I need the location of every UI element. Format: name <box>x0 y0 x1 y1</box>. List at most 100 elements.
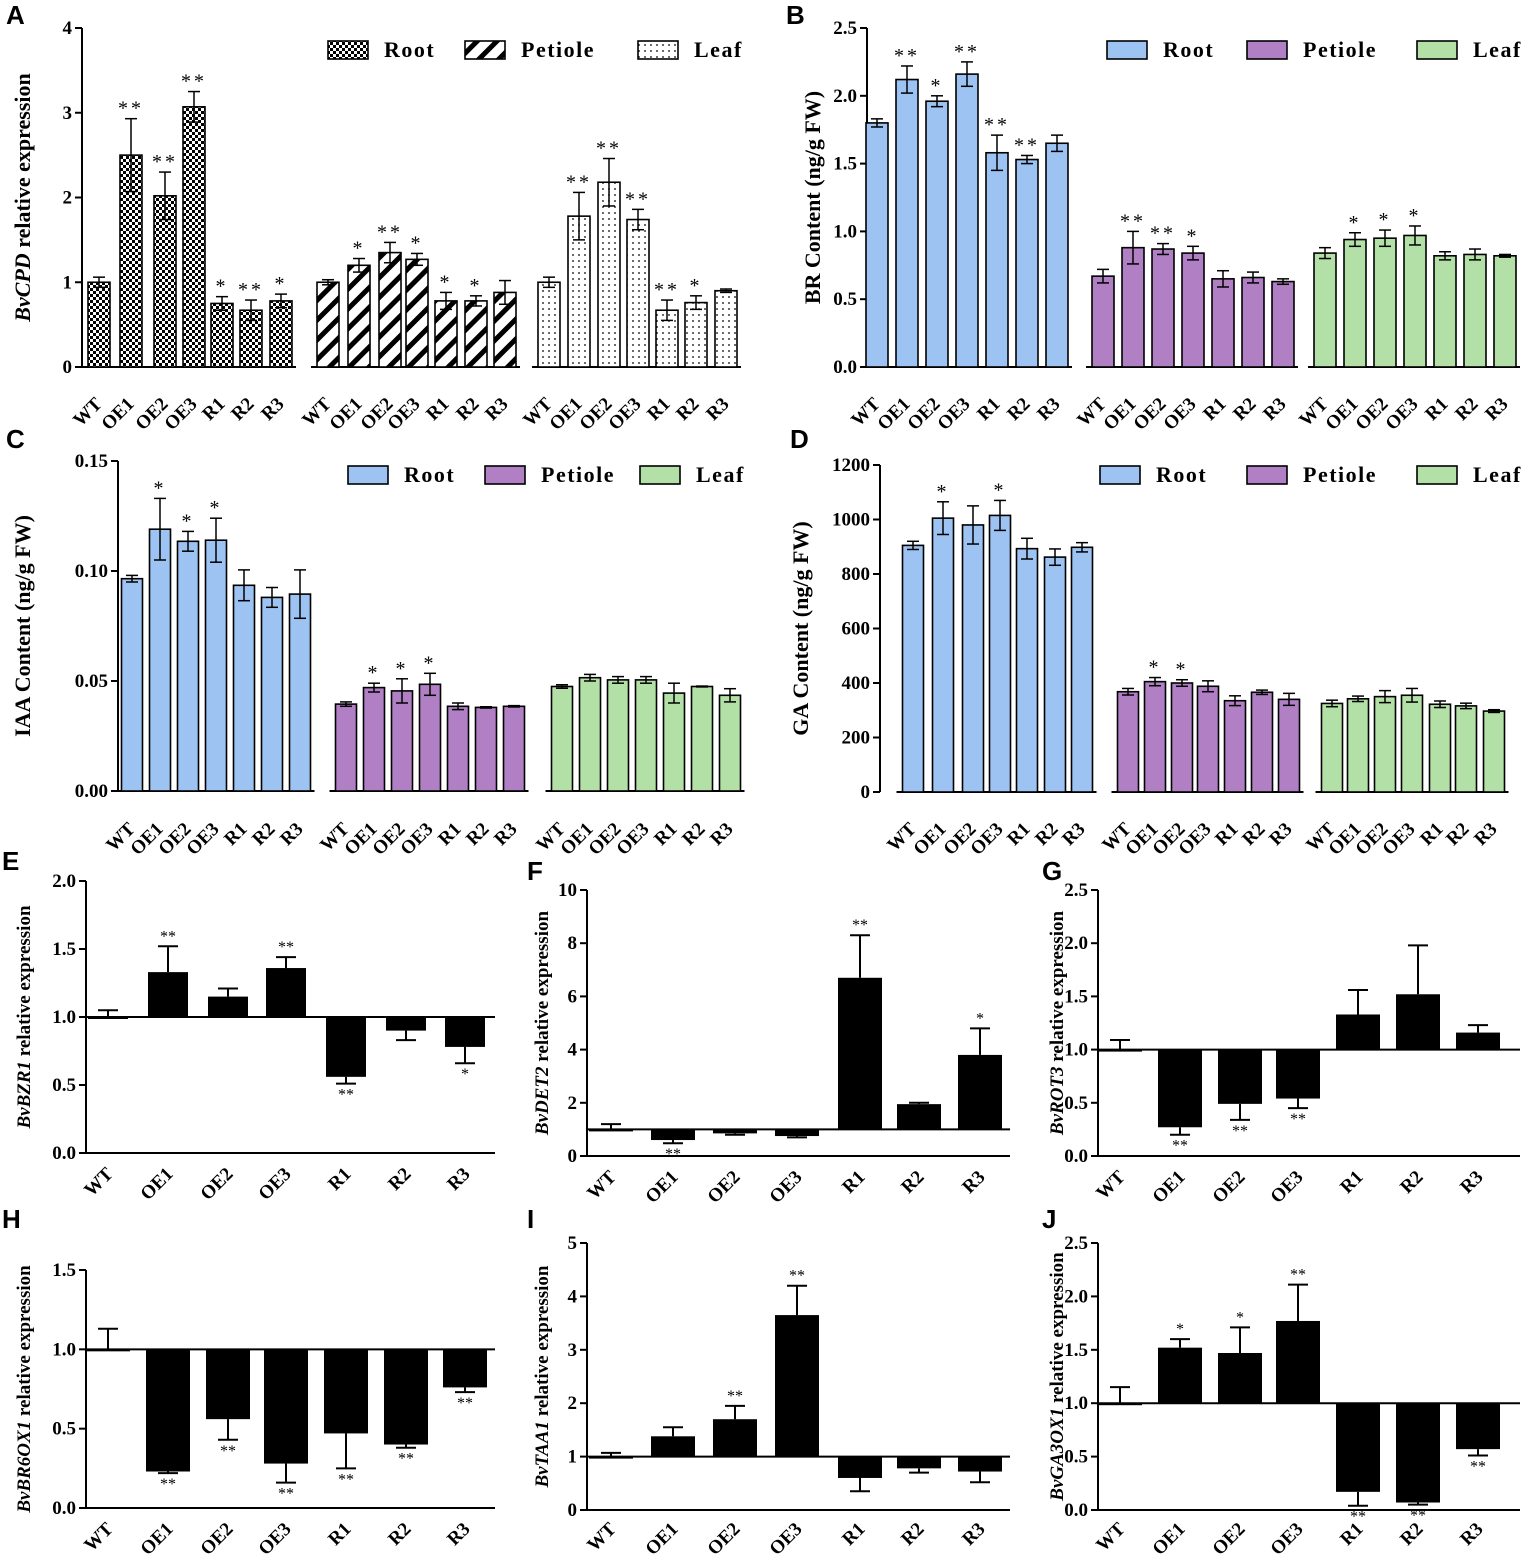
significance-mark: ** <box>894 45 920 67</box>
legend-label-petiole: Petiole <box>541 462 615 487</box>
y-tick-label: 0.05 <box>75 671 108 692</box>
significance-mark: ** <box>160 928 176 945</box>
y-tick-label: 1.0 <box>52 1339 76 1360</box>
panel-label: J <box>1042 1204 1056 1234</box>
significance-mark: * <box>411 232 424 254</box>
significance-mark: ** <box>160 1476 176 1493</box>
bar-root-r1 <box>985 151 1009 368</box>
legend-swatch-leaf <box>1416 465 1458 485</box>
bar-petiole-oe3 <box>1181 252 1205 368</box>
bar-petiole-r3 <box>1277 698 1301 793</box>
significance-mark: * <box>994 479 1007 501</box>
bar-root-oe3 <box>988 514 1012 793</box>
y-tick-label: 4 <box>63 18 73 39</box>
x-category-label: OE3 <box>183 819 224 860</box>
x-category-label: R3 <box>702 394 733 425</box>
panel-label: A <box>6 0 25 30</box>
x-category-label: OE1 <box>137 1164 178 1205</box>
x-category-label: OE3 <box>1160 394 1201 435</box>
x-category-label: OE3 <box>766 1167 807 1208</box>
panel-label: D <box>790 424 809 454</box>
x-category-label: R1 <box>650 819 681 850</box>
y-tick-label: 0.00 <box>75 781 108 802</box>
significance-mark: ** <box>1172 1138 1188 1155</box>
bar-r2 <box>897 1104 941 1130</box>
bar-root-r3 <box>269 300 293 368</box>
bar-root-r1 <box>232 584 256 792</box>
x-category-label: R1 <box>434 819 465 850</box>
bar-r3 <box>443 1349 487 1388</box>
x-category-label: R3 <box>706 819 737 850</box>
x-category-label: WT <box>1092 1518 1129 1554</box>
y-axis-title-text: relative expression <box>1047 911 1068 1067</box>
y-tick-label: 2.0 <box>833 86 857 107</box>
panel-b: B0.00.51.01.52.02.5BR Content (ng/g FW)W… <box>786 0 1520 435</box>
y-tick-label: 2.5 <box>1064 1233 1088 1254</box>
bar-root-r3 <box>1070 546 1094 793</box>
legend-label-leaf: Leaf <box>1473 462 1522 487</box>
bar-petiole-r1 <box>1223 699 1247 793</box>
panel-label: B <box>786 0 805 30</box>
significance-mark: * <box>216 276 229 298</box>
bar-leaf-oe3 <box>634 679 658 792</box>
bar-r3 <box>1456 1032 1500 1050</box>
significance-mark: * <box>931 75 944 97</box>
bar-leaf-r1 <box>662 692 686 792</box>
x-category-label: OE2 <box>704 1167 745 1208</box>
bar-root-oe2 <box>153 195 177 368</box>
panel-g: G 0.0 0.5 1.0 1.5 2.0 2.5 BvROT3 relative expre… <box>1042 856 1520 1208</box>
significance-mark: ** <box>338 1087 354 1104</box>
y-axis-title-text: relative expression <box>10 73 35 253</box>
x-category-label: OE3 <box>384 394 425 435</box>
x-category-label: R3 <box>958 1167 989 1198</box>
y-tick-label: 1 <box>63 272 73 293</box>
bar-r1 <box>838 1456 882 1478</box>
bar-leaf-r3 <box>1493 255 1517 368</box>
significance-mark: ** <box>665 1146 681 1163</box>
bar-petiole-oe2 <box>390 690 414 792</box>
y-tick-label: 1.0 <box>1064 1040 1088 1061</box>
x-category-label: R1 <box>1003 819 1034 850</box>
bar-r3 <box>958 1054 1002 1130</box>
y-axis-title: GA Content (ng/g FW) <box>788 521 813 736</box>
significance-mark: * <box>1409 205 1422 227</box>
significance-mark: ** <box>596 138 622 160</box>
bar-oe1 <box>1158 1049 1202 1128</box>
significance-mark: * <box>937 481 950 503</box>
legend-swatch-petiole <box>464 40 506 60</box>
bar-leaf-wt <box>1313 252 1337 368</box>
legend-swatch-leaf <box>637 40 679 60</box>
legend-swatch-petiole <box>1246 40 1288 60</box>
bar-oe1 <box>148 972 188 1017</box>
y-tick-label: 0.0 <box>833 357 857 378</box>
y-axis-title-text: relative expression <box>1047 1252 1068 1408</box>
significance-mark: * <box>976 1010 984 1027</box>
x-category-label: OE3 <box>1267 1167 1308 1208</box>
significance-mark: ** <box>398 1451 414 1468</box>
bar-leaf-r1 <box>1433 255 1457 368</box>
bar-petiole-oe2 <box>1151 248 1175 368</box>
y-tick-label: 3 <box>568 1340 578 1361</box>
panel-label: E <box>2 846 19 876</box>
bar-root-r2 <box>1043 556 1067 793</box>
y-tick-label: 0.0 <box>1064 1500 1088 1521</box>
bar-petiole-wt <box>316 281 340 368</box>
significance-mark: * <box>1176 659 1189 681</box>
significance-mark: * <box>1149 657 1162 679</box>
bar-petiole-r1 <box>434 300 458 368</box>
legend-label-leaf: Leaf <box>696 462 745 487</box>
bar-leaf-r2 <box>690 685 714 792</box>
significance-mark: ** <box>566 171 592 193</box>
y-tick-label: 0.5 <box>1064 1093 1088 1114</box>
y-tick-label: 2 <box>63 188 73 209</box>
bar-leaf-oe2 <box>597 181 621 368</box>
x-category-label: R2 <box>678 819 709 850</box>
bar-leaf-r3 <box>1482 710 1506 793</box>
legend-label-petiole: Petiole <box>521 37 595 62</box>
significance-mark: ** <box>1470 1459 1486 1476</box>
x-category-label: OE3 <box>967 819 1008 860</box>
significance-mark: * <box>275 273 288 295</box>
x-category-label: R3 <box>1456 1519 1487 1550</box>
